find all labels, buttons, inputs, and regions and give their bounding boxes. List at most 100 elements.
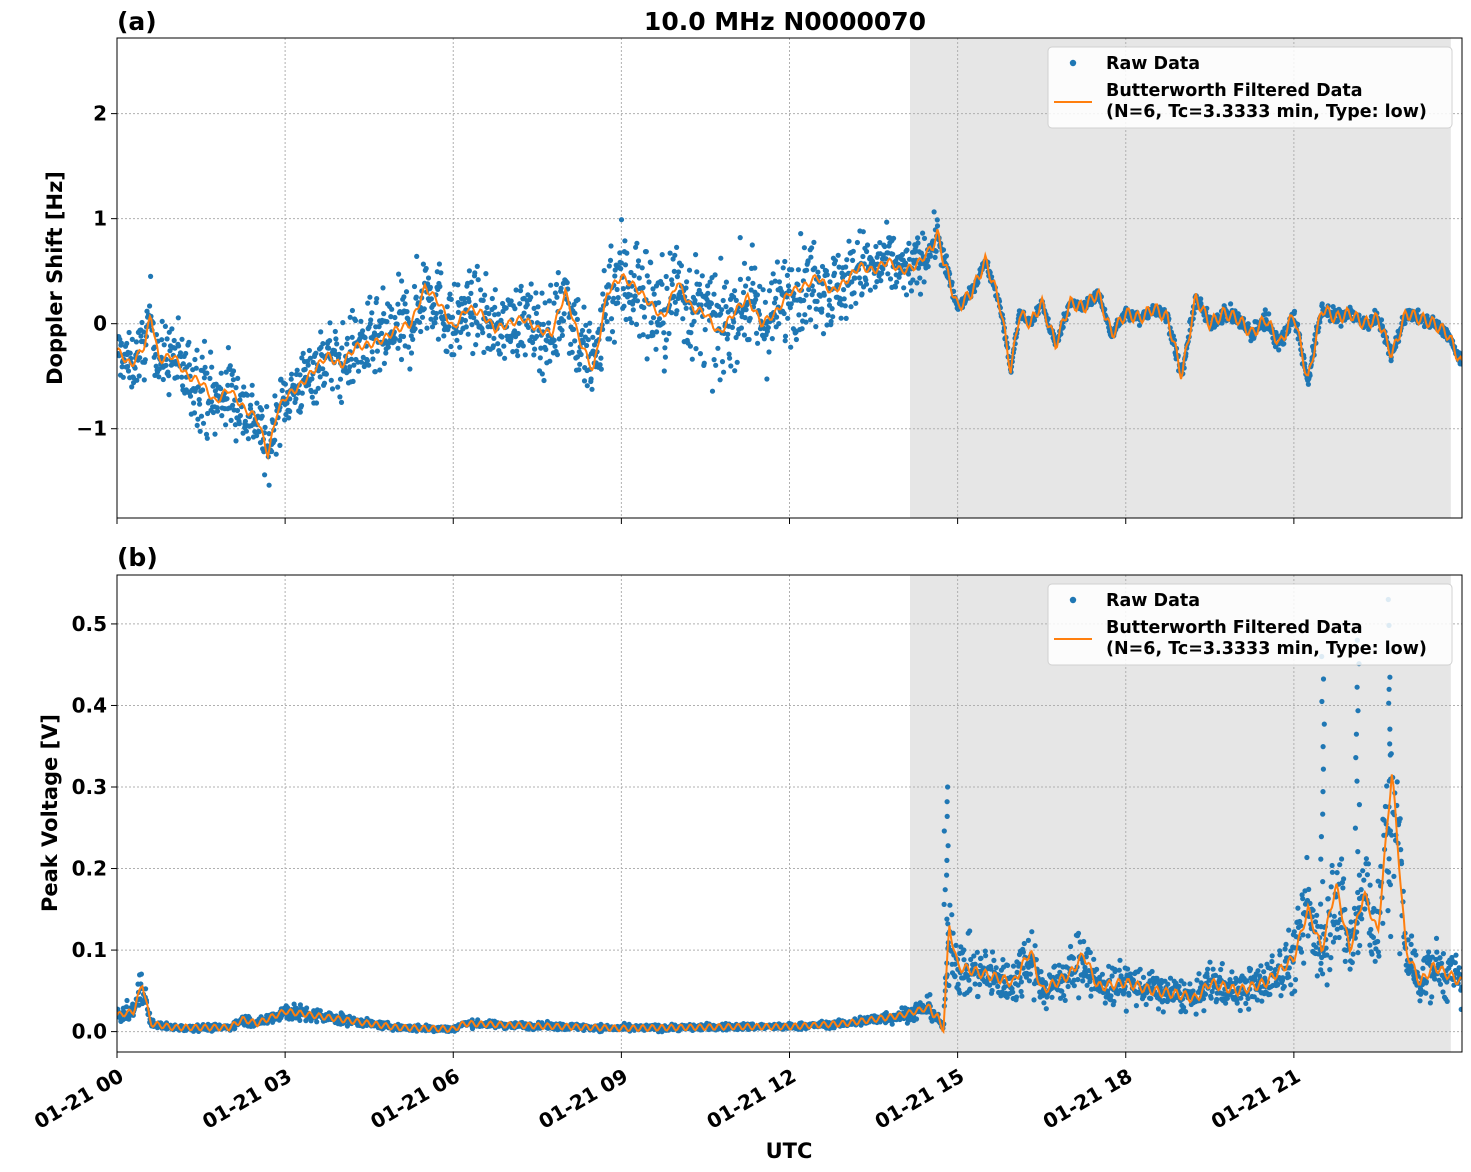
raw-data-point bbox=[686, 267, 693, 273]
raw-data-point bbox=[306, 347, 312, 354]
raw-data-point bbox=[461, 295, 467, 302]
raw-data-point bbox=[598, 366, 604, 372]
raw-data-point bbox=[618, 266, 624, 272]
raw-data-point bbox=[633, 321, 640, 327]
raw-data-point bbox=[218, 386, 224, 392]
raw-data-point bbox=[1068, 943, 1074, 950]
raw-data-point bbox=[694, 269, 700, 275]
raw-data-point bbox=[598, 355, 604, 361]
raw-data-point bbox=[1176, 983, 1182, 990]
raw-data-point bbox=[770, 271, 776, 277]
raw-data-point bbox=[588, 376, 594, 382]
raw-data-point bbox=[223, 369, 229, 375]
raw-data-point bbox=[1228, 301, 1234, 307]
raw-data-point bbox=[804, 267, 810, 273]
raw-data-point bbox=[656, 300, 662, 306]
raw-data-point bbox=[300, 350, 306, 356]
raw-data-point bbox=[142, 357, 148, 363]
raw-data-point bbox=[850, 248, 856, 254]
y-tick-label: 1 bbox=[93, 207, 107, 231]
raw-data-point bbox=[661, 330, 667, 336]
raw-data-point bbox=[327, 320, 333, 326]
raw-data-point bbox=[972, 981, 978, 987]
raw-data-point bbox=[469, 322, 475, 328]
raw-data-point bbox=[398, 356, 405, 363]
raw-data-point bbox=[349, 307, 355, 314]
raw-data-point bbox=[174, 374, 180, 380]
raw-data-point bbox=[815, 269, 821, 275]
raw-data-point bbox=[327, 338, 333, 344]
raw-data-point bbox=[631, 273, 637, 279]
raw-data-point bbox=[207, 375, 213, 381]
raw-data-point bbox=[989, 949, 996, 955]
raw-data-point bbox=[490, 343, 496, 349]
raw-data-point bbox=[232, 1026, 238, 1032]
raw-data-point bbox=[880, 266, 886, 272]
raw-data-point bbox=[129, 336, 135, 342]
raw-data-point bbox=[483, 271, 489, 277]
raw-data-point bbox=[1318, 960, 1324, 966]
raw-data-point bbox=[629, 320, 635, 326]
raw-data-point bbox=[826, 297, 832, 303]
raw-data-point bbox=[697, 351, 704, 357]
raw-data-point bbox=[228, 417, 234, 423]
raw-data-point bbox=[724, 336, 730, 342]
raw-data-point bbox=[740, 289, 747, 296]
raw-data-point bbox=[372, 369, 378, 375]
raw-data-point bbox=[561, 311, 567, 317]
raw-data-point bbox=[701, 360, 707, 366]
raw-data-point bbox=[1300, 896, 1306, 902]
raw-data-point bbox=[349, 334, 355, 340]
raw-data-point bbox=[648, 320, 654, 326]
raw-data-point bbox=[524, 302, 530, 308]
raw-data-point bbox=[1205, 966, 1211, 972]
raw-data-point bbox=[808, 254, 814, 260]
panel-a-ylabel: Doppler Shift [Hz] bbox=[43, 171, 67, 385]
raw-data-point bbox=[1125, 966, 1131, 972]
raw-data-point bbox=[194, 422, 200, 428]
raw-data-point bbox=[717, 377, 723, 383]
raw-data-point bbox=[448, 343, 454, 350]
raw-data-point bbox=[723, 279, 730, 285]
raw-data-point bbox=[659, 281, 665, 287]
raw-data-point bbox=[162, 323, 168, 329]
raw-data-point bbox=[1277, 952, 1283, 958]
raw-data-point bbox=[531, 305, 537, 311]
raw-data-point bbox=[813, 324, 819, 330]
raw-data-point bbox=[1091, 956, 1097, 962]
raw-data-point bbox=[844, 257, 850, 263]
raw-data-point bbox=[721, 369, 727, 375]
raw-data-point bbox=[368, 317, 374, 323]
raw-data-point bbox=[1207, 959, 1213, 965]
raw-data-point bbox=[669, 281, 675, 287]
raw-data-point bbox=[666, 330, 672, 337]
raw-data-point bbox=[874, 279, 880, 285]
raw-data-point bbox=[1196, 971, 1202, 977]
raw-data-point bbox=[691, 318, 697, 324]
raw-data-point bbox=[419, 314, 426, 320]
raw-data-point bbox=[414, 253, 420, 259]
raw-data-point bbox=[552, 343, 558, 349]
raw-data-point bbox=[444, 304, 450, 310]
raw-data-point bbox=[915, 235, 921, 241]
raw-data-point bbox=[634, 298, 641, 304]
raw-data-point bbox=[718, 311, 724, 317]
raw-data-point bbox=[1149, 968, 1155, 975]
raw-data-point bbox=[745, 276, 751, 282]
raw-data-point bbox=[859, 291, 865, 297]
raw-data-point bbox=[537, 355, 543, 361]
raw-data-point bbox=[788, 301, 794, 307]
raw-data-point bbox=[1111, 998, 1117, 1005]
raw-data-point bbox=[1459, 361, 1462, 367]
raw-data-point bbox=[256, 429, 262, 435]
raw-data-point bbox=[615, 300, 621, 306]
raw-data-point bbox=[609, 329, 616, 335]
raw-data-point bbox=[514, 348, 520, 354]
raw-data-point bbox=[247, 402, 254, 408]
raw-data-point bbox=[806, 304, 813, 310]
raw-data-point bbox=[225, 382, 231, 388]
raw-data-point bbox=[801, 297, 807, 303]
raw-data-point bbox=[574, 316, 581, 322]
raw-data-point bbox=[640, 332, 646, 338]
raw-data-point bbox=[423, 265, 429, 272]
